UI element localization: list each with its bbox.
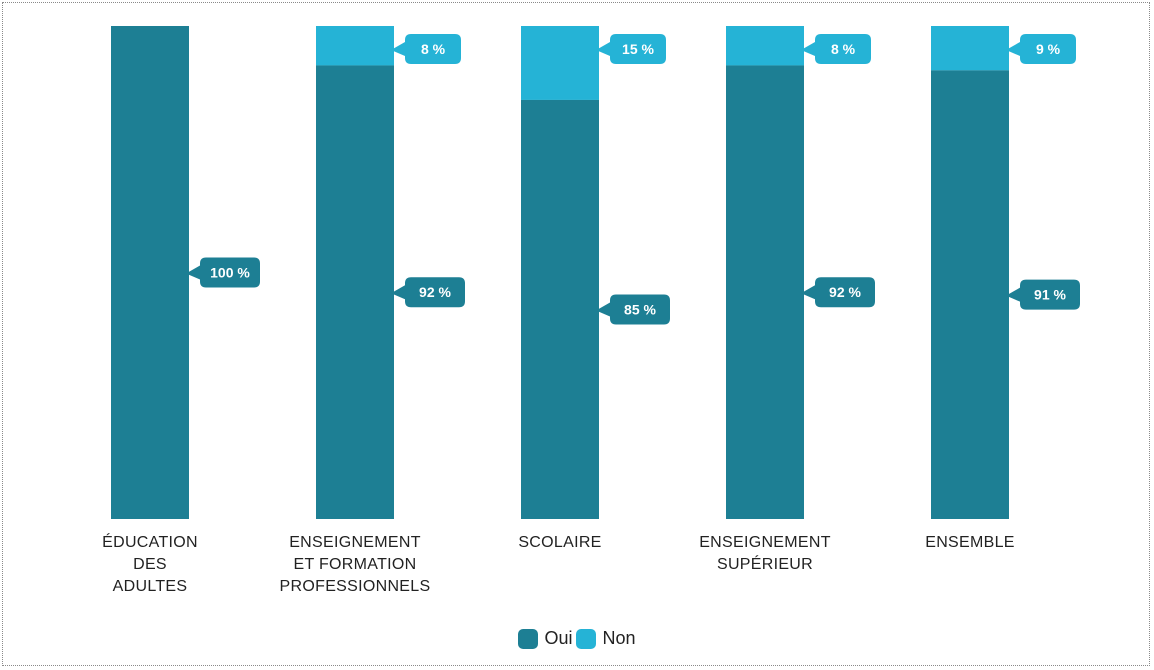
category-label-line: ENSEIGNEMENT <box>289 534 421 551</box>
label-oui-0-bubble <box>186 257 260 288</box>
label-non-3-bubble <box>801 34 871 64</box>
label-oui-2-bubble <box>596 294 670 325</box>
bar-oui-3 <box>726 65 804 519</box>
label-oui-3-bubble <box>801 277 875 308</box>
category-label-line: ÉDUCATION <box>102 534 198 551</box>
category-label-line: DES <box>133 556 167 573</box>
label-non-4-text: 9 % <box>1036 41 1061 57</box>
bar-oui-4 <box>931 70 1009 520</box>
category-label-2: SCOLAIRE <box>445 532 675 554</box>
label-oui-1: 92 % <box>391 277 465 308</box>
bar-oui-0 <box>111 26 189 519</box>
category-label-0: ÉDUCATION DES ADULTES <box>35 532 265 598</box>
label-non-1-text: 8 % <box>421 41 446 57</box>
label-oui-0-text: 100 % <box>210 265 250 281</box>
label-oui-1-text: 92 % <box>419 284 451 300</box>
label-non-2-bubble <box>596 34 666 64</box>
bar-non-2 <box>521 26 599 100</box>
bar-non-4 <box>931 26 1009 71</box>
category-label-4: ENSEMBLE <box>855 532 1085 554</box>
label-non-2: 15 % <box>596 34 666 64</box>
label-non-4: 9 % <box>1006 34 1076 64</box>
label-non-1-bubble <box>391 34 461 64</box>
bar-non-1 <box>316 26 394 66</box>
label-non-3-text: 8 % <box>831 41 856 57</box>
label-oui-4-bubble <box>1006 279 1080 310</box>
bar-oui-2 <box>521 99 599 519</box>
label-oui-4: 91 % <box>1006 279 1080 310</box>
legend-label: Non <box>602 628 636 648</box>
category-label-line: PROFESSIONNELS <box>279 578 431 595</box>
label-non-3: 8 % <box>801 34 871 64</box>
category-label-line: ENSEIGNEMENT <box>699 534 831 551</box>
label-oui-4-text: 91 % <box>1034 287 1066 303</box>
label-oui-2: 85 % <box>596 294 670 325</box>
label-oui-1-bubble <box>391 277 465 308</box>
label-oui-2-text: 85 % <box>624 301 656 317</box>
category-label-line: ENSEMBLE <box>925 534 1015 551</box>
legend-swatch <box>518 628 539 649</box>
category-label-line: ADULTES <box>112 578 188 595</box>
label-oui-3-text: 92 % <box>829 284 861 300</box>
bar-non-3 <box>726 26 804 66</box>
label-non-1: 8 % <box>391 34 461 64</box>
category-label-line: SUPÉRIEUR <box>716 556 814 573</box>
legend-item-oui: Oui <box>518 628 572 649</box>
label-non-2-text: 15 % <box>622 41 654 57</box>
category-label-line: SCOLAIRE <box>518 534 602 551</box>
label-non-4-bubble <box>1006 34 1076 64</box>
legend-label: Oui <box>544 628 573 648</box>
bar-oui-1 <box>316 65 394 519</box>
category-label-1: ENSEIGNEMENT ET FORMATION PROFESSIONNELS <box>240 532 470 598</box>
legend-swatch <box>576 628 597 649</box>
legend: Oui Non <box>0 628 1154 654</box>
legend-item-non: Non <box>576 628 636 649</box>
label-oui-3: 92 % <box>801 277 875 308</box>
category-label-3: ENSEIGNEMENT SUPÉRIEUR <box>650 532 880 576</box>
label-oui-0: 100 % <box>186 257 260 288</box>
category-label-line: ET FORMATION <box>293 556 417 573</box>
